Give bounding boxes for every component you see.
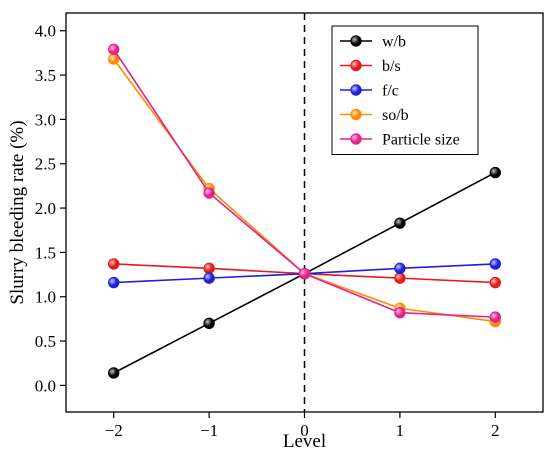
ticks-layer: −2 −1 0 1 2 0.0 0.5 1.0 1.5 2.0 2.5 3.0 3.5 4.0 <box>35 22 500 440</box>
legend-swatch-marker <box>350 133 362 145</box>
y-tick-label: 3.0 <box>35 110 56 129</box>
data-point <box>489 311 501 323</box>
legend: w/b b/s f/c so/b Particle size <box>331 25 479 155</box>
data-point <box>298 267 311 280</box>
data-point <box>203 317 215 330</box>
data-point <box>203 262 215 275</box>
y-tick-label: 4.0 <box>35 22 56 41</box>
legend-swatch-marker <box>350 84 362 96</box>
data-point <box>489 166 501 179</box>
x-tick-label: 0 <box>300 421 309 440</box>
data-point <box>394 262 406 275</box>
y-tick-label: 2.0 <box>35 199 56 218</box>
data-point <box>489 276 501 289</box>
y-tick-label: 0.0 <box>35 376 56 395</box>
y-tick-label: 3.5 <box>35 66 56 85</box>
x-tick-label: 2 <box>491 421 500 440</box>
data-point <box>203 272 215 284</box>
y-tick-label: 0.5 <box>35 332 56 351</box>
legend-label: b/s <box>382 58 401 75</box>
legend-label: f/c <box>382 83 399 100</box>
data-point <box>394 306 406 319</box>
data-point <box>203 187 215 199</box>
data-point <box>489 258 501 270</box>
series-particle-size <box>108 43 501 323</box>
y-tick-label: 1.5 <box>35 243 56 262</box>
data-point <box>108 258 120 270</box>
data-point <box>394 272 406 284</box>
legend-label: Particle size <box>382 132 460 149</box>
data-point <box>108 43 120 56</box>
legend-swatch-marker <box>350 59 362 72</box>
y-tick-label: 2.5 <box>35 155 56 174</box>
data-point <box>108 367 120 379</box>
x-tick-label: −2 <box>105 421 123 440</box>
x-tick-label: −1 <box>200 421 218 440</box>
legend-item: f/c <box>340 83 399 100</box>
legend-item: b/s <box>340 58 401 75</box>
x-tick-label: 1 <box>396 421 405 440</box>
x-axis-title: Level <box>283 431 326 452</box>
legend-swatch-marker <box>350 108 362 121</box>
legend-label: w/b <box>382 34 406 51</box>
legend-label: so/b <box>382 107 409 124</box>
y-tick-label: 1.0 <box>35 288 56 307</box>
legend-swatch-marker <box>350 35 362 47</box>
legend-item: w/b <box>340 34 406 51</box>
marks-layer <box>108 13 501 412</box>
data-point <box>108 276 120 289</box>
legend-item: Particle size <box>340 132 460 149</box>
legend-item: so/b <box>340 107 409 124</box>
y-axis-title: Slurry bleeding rate (%) <box>7 120 28 304</box>
data-point <box>394 217 406 229</box>
